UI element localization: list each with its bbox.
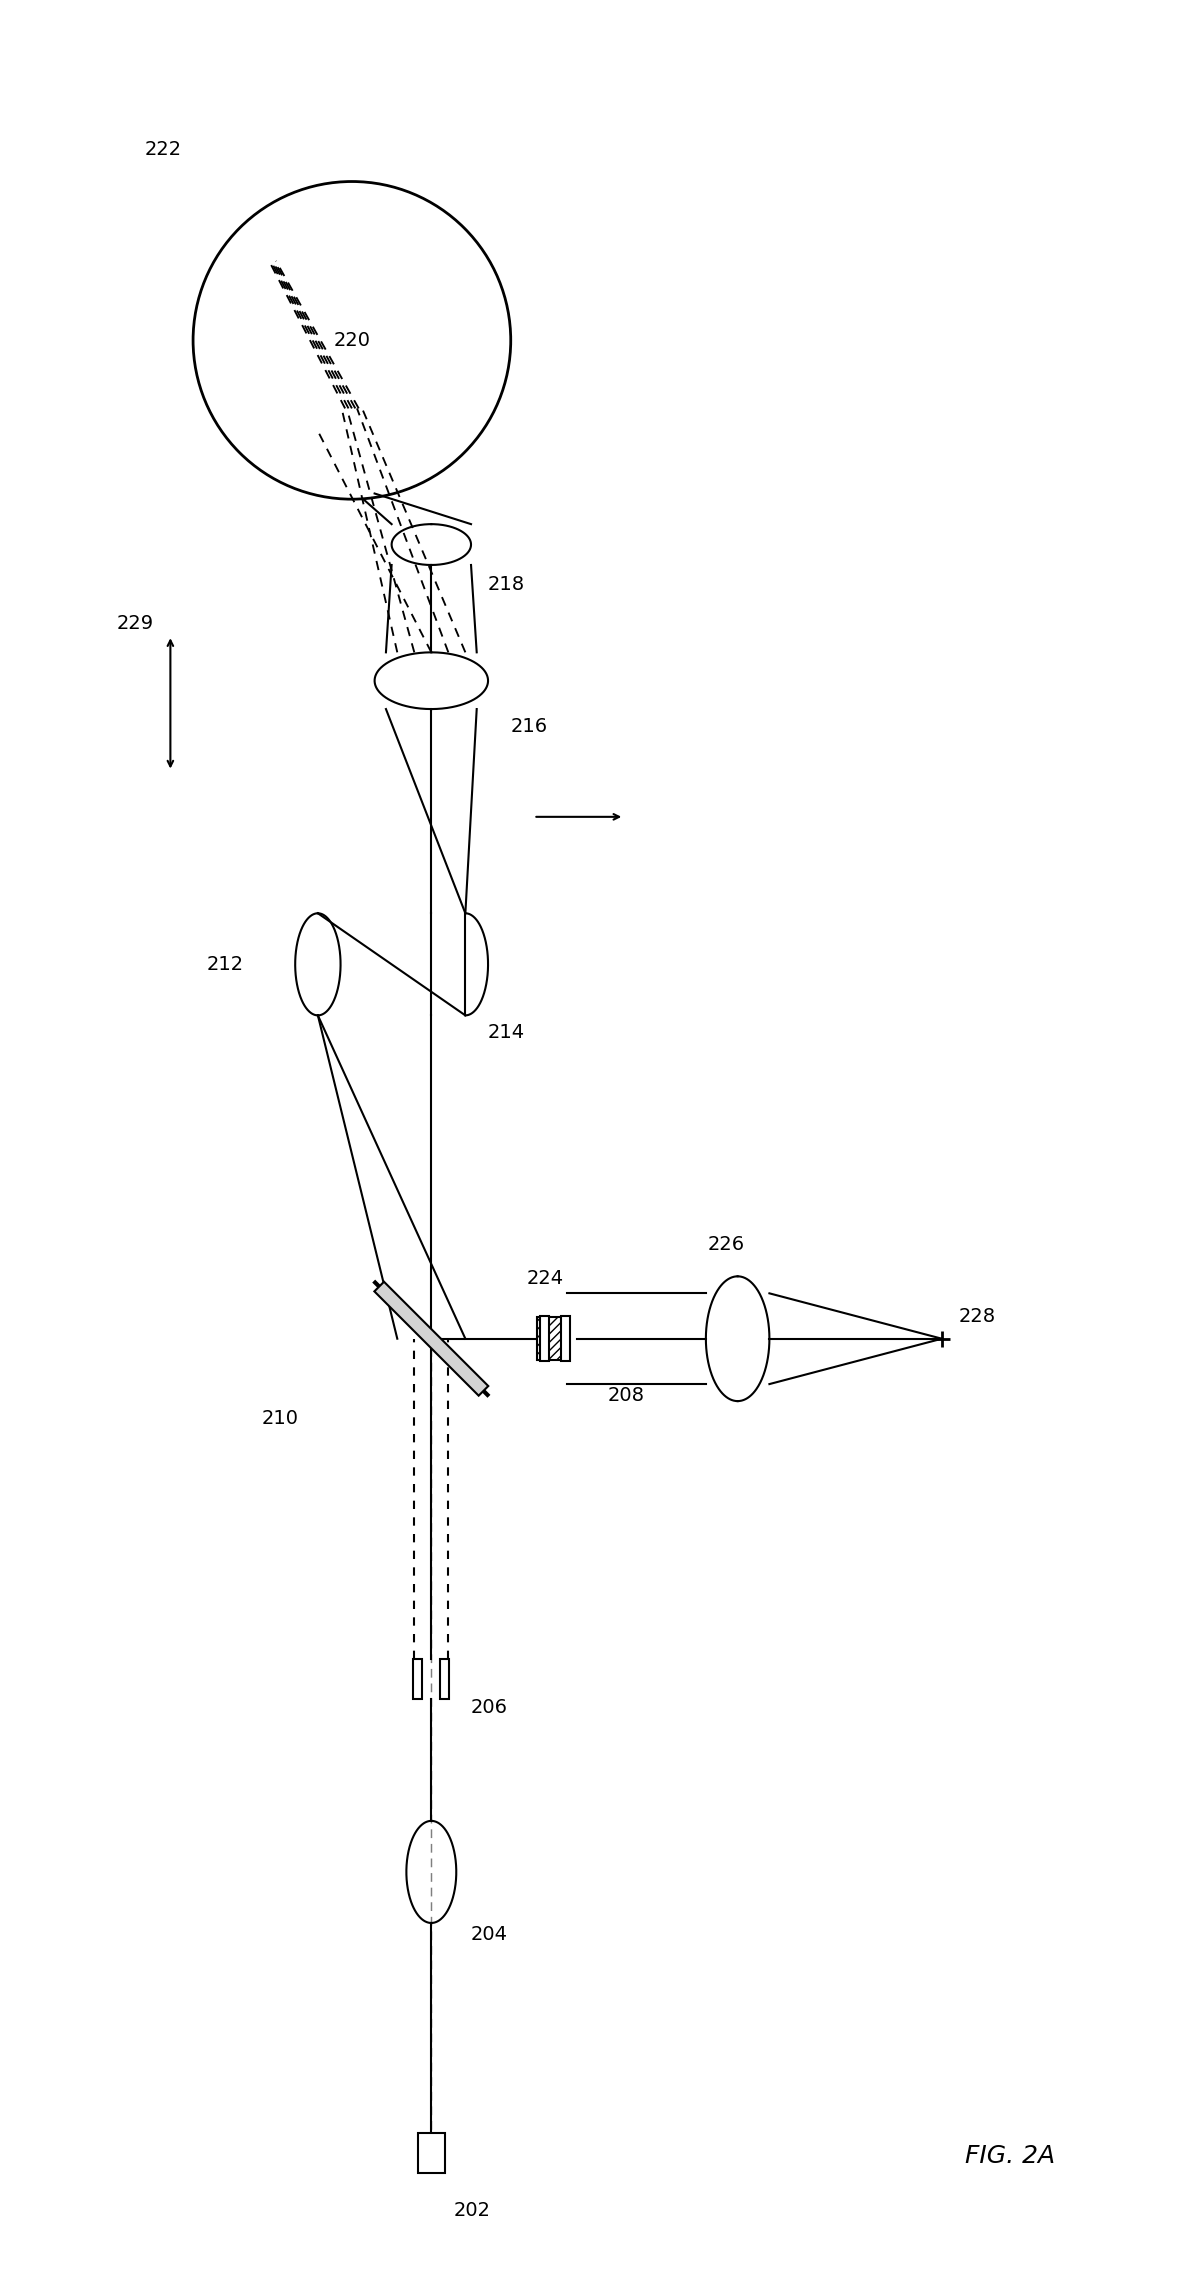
- Bar: [561, 1316, 570, 1361]
- Bar: [440, 1659, 450, 1699]
- Text: 206: 206: [472, 1697, 508, 1718]
- Text: 208: 208: [608, 1386, 644, 1405]
- Text: 220: 220: [333, 331, 371, 349]
- Text: 204: 204: [472, 1924, 508, 1945]
- Bar: [413, 1659, 422, 1699]
- Bar: [537, 1316, 562, 1359]
- Text: 216: 216: [511, 717, 547, 735]
- Text: 218: 218: [488, 574, 526, 594]
- Text: 229: 229: [117, 615, 153, 633]
- Text: 214: 214: [488, 1023, 526, 1041]
- Text: 202: 202: [454, 2201, 491, 2219]
- Text: 224: 224: [526, 1268, 563, 1289]
- Text: FIG. 2A: FIG. 2A: [965, 2144, 1055, 2167]
- Bar: [417, 2133, 445, 2174]
- Text: 226: 226: [707, 1234, 745, 1252]
- Text: 210: 210: [261, 1409, 298, 1427]
- Polygon shape: [374, 1282, 488, 1395]
- Text: 228: 228: [959, 1307, 996, 1325]
- Text: 212: 212: [207, 955, 244, 973]
- Text: 222: 222: [144, 141, 182, 159]
- Bar: [540, 1316, 550, 1361]
